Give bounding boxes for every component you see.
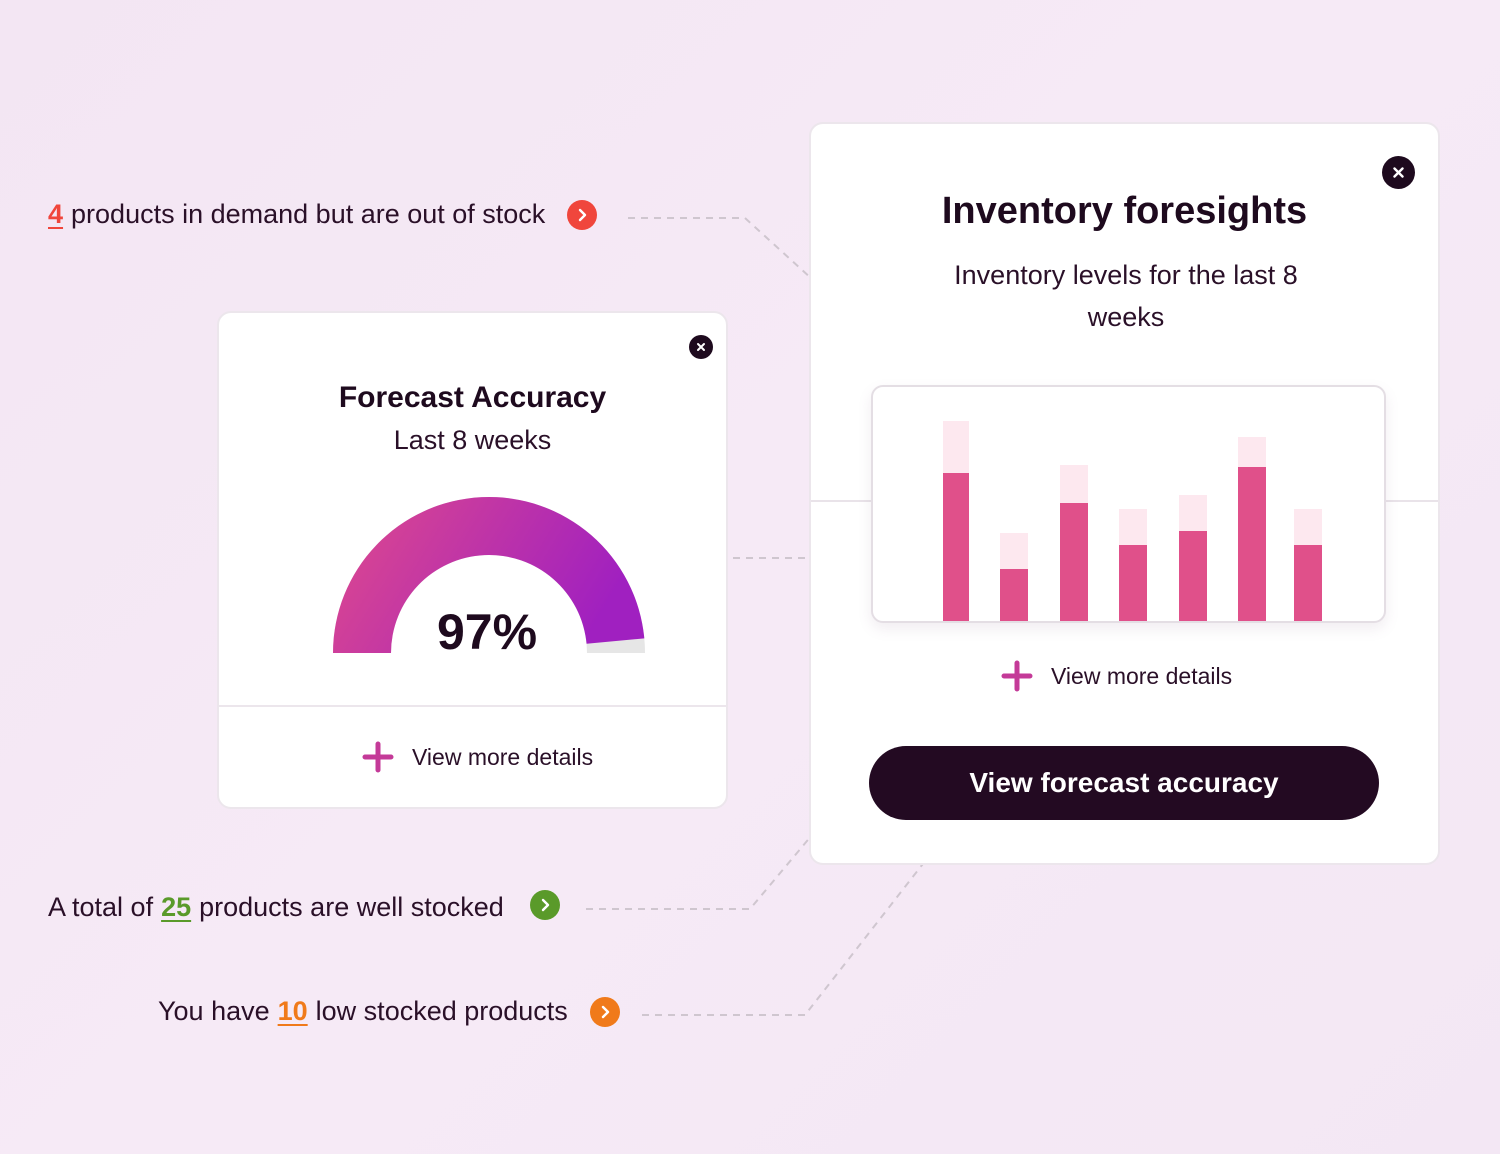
view-more-details-label: View more details — [412, 743, 594, 770]
forecast-accuracy-card: Forecast Accuracy Last 8 weeks 97% View … — [217, 311, 728, 809]
bar-level — [943, 473, 969, 621]
plus-icon — [1001, 660, 1033, 692]
callout-out-of-stock: 4 products in demand but are out of stoc… — [48, 199, 598, 230]
bar-level — [1179, 531, 1207, 621]
callout-well-stocked: A total of 25 products are well stocked — [48, 889, 560, 923]
well-stocked-count[interactable]: 25 — [161, 892, 192, 922]
well-stocked-text: products are well stocked — [199, 892, 504, 922]
inventory-card-title: Inventory foresights — [941, 190, 1308, 232]
view-forecast-accuracy-button[interactable]: View forecast accuracy — [869, 746, 1379, 820]
well-stocked-prefix: A total of — [48, 892, 154, 922]
inventory-bar-chart — [943, 421, 1322, 621]
card-divider — [219, 705, 726, 707]
bar-level — [1119, 545, 1147, 621]
low-stock-prefix: You have — [158, 996, 270, 1026]
low-stock-text: low stocked products — [315, 996, 568, 1026]
plus-icon — [362, 741, 394, 773]
out-of-stock-text: products in demand but are out of stock — [71, 199, 546, 229]
accuracy-gauge — [333, 496, 645, 653]
chevron-right-icon[interactable] — [529, 889, 560, 920]
view-more-details-label: View more details — [1051, 662, 1233, 689]
out-of-stock-count[interactable]: 4 — [48, 199, 64, 229]
chevron-right-icon[interactable] — [567, 199, 598, 230]
accuracy-percent: 97% — [436, 604, 538, 660]
callout-low-stock: You have 10 low stocked products — [158, 996, 620, 1027]
inventory-foresights-card: Inventory foresights Inventory levels fo… — [809, 122, 1440, 865]
bar-level — [1060, 503, 1088, 621]
forecast-card-subtitle: Last 8 weeks — [393, 425, 552, 455]
bar-level — [1000, 569, 1028, 621]
view-more-details-link[interactable]: View more details — [1001, 660, 1232, 692]
low-stock-count[interactable]: 10 — [277, 996, 308, 1026]
gauge-fill — [333, 496, 645, 653]
bar-level — [1238, 467, 1266, 621]
inventory-card-subtitle: Inventory levels for the last 8 weeks — [954, 260, 1298, 332]
forecast-card-title: Forecast Accuracy — [338, 381, 607, 414]
bar-level — [1294, 545, 1322, 621]
close-icon[interactable] — [1382, 156, 1415, 189]
chevron-right-icon[interactable] — [589, 996, 620, 1027]
close-icon[interactable] — [689, 335, 713, 359]
inventory-chart — [871, 385, 1386, 623]
view-more-details-link[interactable]: View more details — [362, 741, 593, 773]
